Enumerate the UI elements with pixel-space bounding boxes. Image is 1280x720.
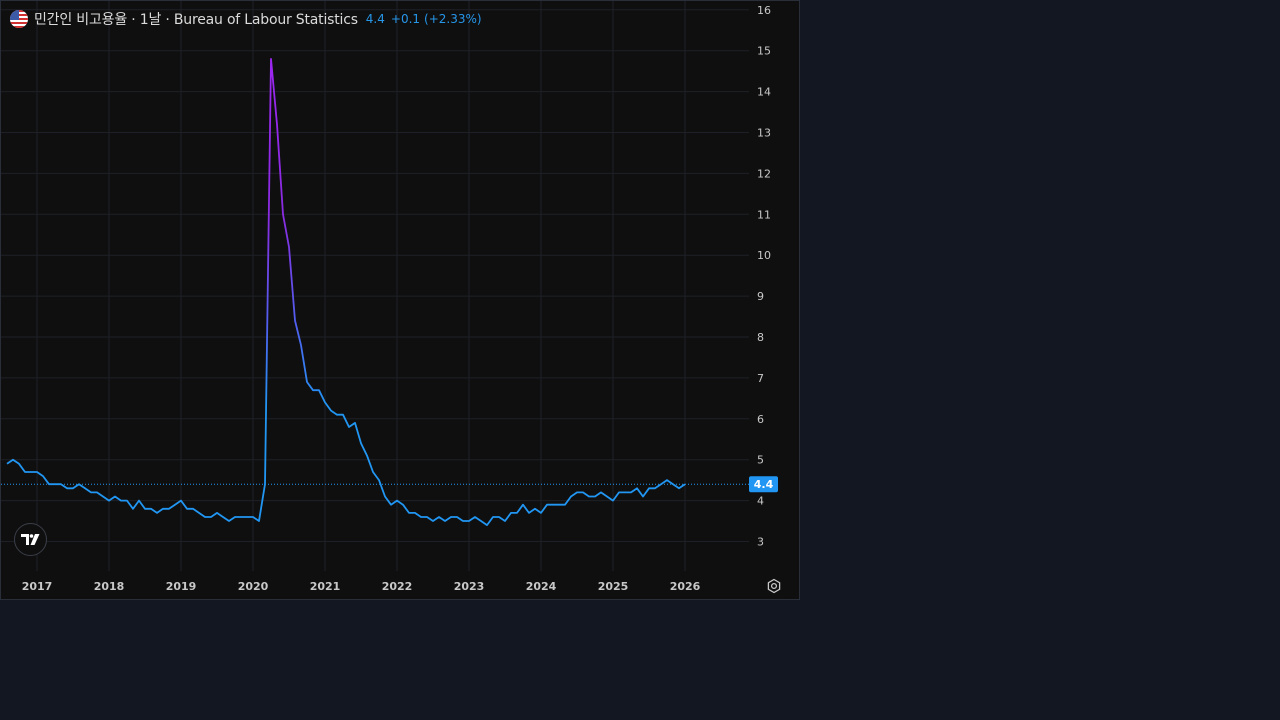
- x-tick-label: 2026: [670, 580, 701, 593]
- y-tick-label: 7: [757, 372, 764, 385]
- axis-labels: 3 4 5 6 7 8 9 10 11 12 13 14 15 16 2017 2018 2019 2020 202…: [22, 4, 778, 593]
- y-tick-label: 10: [757, 249, 771, 262]
- tradingview-logo-icon[interactable]: [14, 523, 47, 556]
- x-tick-label: 2022: [382, 580, 413, 593]
- x-tick-label: 2019: [166, 580, 197, 593]
- x-tick-label: 2025: [598, 580, 629, 593]
- series-layer: [1, 58, 749, 526]
- x-tick-label: 2024: [526, 580, 557, 593]
- price-label-box: [749, 476, 778, 493]
- chart-widget: 3 4 5 6 7 8 9 10 11 12 13 14 15 16 2017 2018 2019 2020 202…: [0, 0, 800, 600]
- series-line[interactable]: [6, 58, 686, 526]
- price-label: 4.4: [754, 478, 774, 491]
- chart-title: 민간인 비고용율 · 1날 · Bureau of Labour Statist…: [34, 12, 358, 28]
- change-percent: (+2.33%): [424, 12, 482, 26]
- chart-canvas[interactable]: 3 4 5 6 7 8 9 10 11 12 13 14 15 16 2017 2018 2019 2020 202…: [1, 1, 801, 601]
- y-tick-label: 5: [757, 454, 764, 467]
- chart-header: 민간인 비고용율 · 1날 · Bureau of Labour Statist…: [10, 8, 482, 30]
- y-tick-label: 16: [757, 4, 771, 17]
- y-tick-label: 13: [757, 127, 771, 140]
- y-tick-label: 12: [757, 167, 771, 180]
- settings-gear-icon[interactable]: [766, 578, 782, 594]
- y-tick-label: 15: [757, 45, 771, 58]
- us-flag-icon: [10, 10, 28, 28]
- x-tick-label: 2017: [22, 580, 53, 593]
- y-tick-label: 4: [757, 495, 764, 508]
- last-value: 4.4: [365, 12, 385, 26]
- change-value: +0.1: [390, 12, 421, 26]
- x-tick-label: 2023: [454, 580, 485, 593]
- x-tick-label: 2021: [310, 580, 341, 593]
- y-tick-label: 6: [757, 413, 764, 426]
- y-tick-label: 14: [757, 86, 771, 99]
- x-tick-label: 2020: [238, 580, 269, 593]
- x-tick-label: 2018: [94, 580, 125, 593]
- y-tick-label: 9: [757, 290, 764, 303]
- y-tick-label: 11: [757, 208, 771, 221]
- y-tick-label: 8: [757, 331, 764, 344]
- y-tick-label: 3: [757, 536, 764, 549]
- grid: [1, 1, 749, 571]
